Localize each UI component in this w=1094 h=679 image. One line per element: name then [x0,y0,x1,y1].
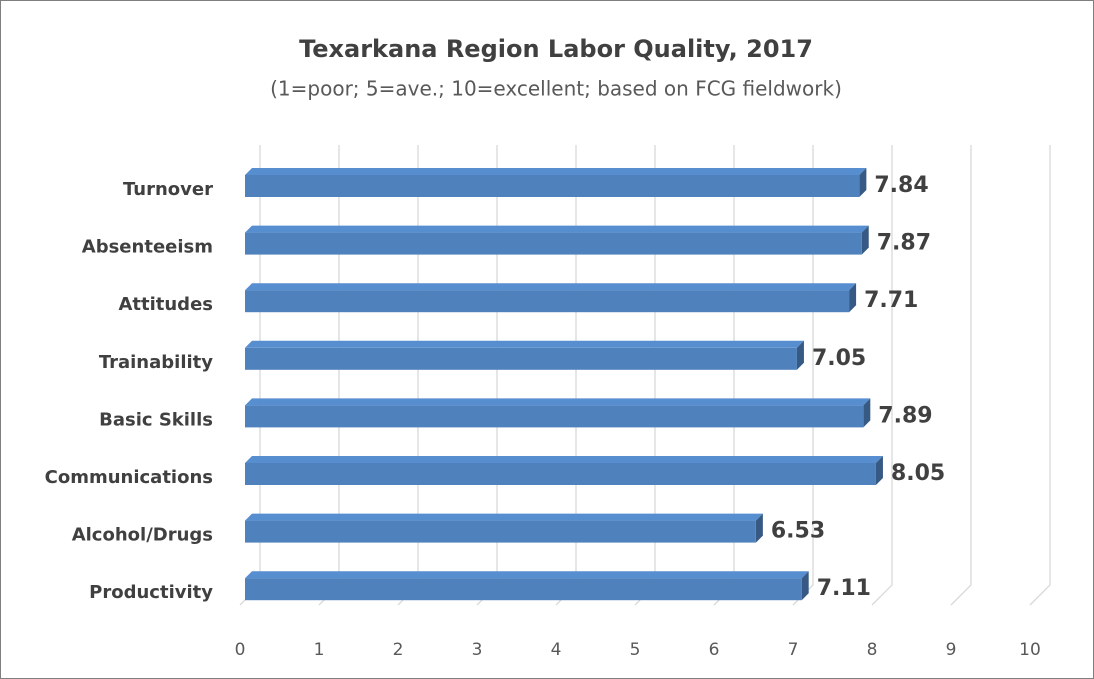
bar-face [245,168,867,175]
x-tick-label: 10 [1019,640,1041,660]
bar-face [245,175,860,197]
x-tick-label: 3 [472,640,483,660]
bar-face [245,340,804,348]
value-label: 7.05 [812,346,866,371]
bar-face [245,225,869,233]
bar-face [861,225,869,255]
bar-face [796,340,804,370]
bar-face [245,571,809,579]
x-tick-label: 7 [788,640,799,660]
x-tick-label: 0 [235,640,246,660]
grid-line [1029,145,1051,606]
grid-line [871,145,893,606]
bar-face [875,456,883,485]
bar-face [245,398,871,406]
x-tick-label: 1 [314,640,325,660]
value-label: 7.71 [864,288,918,313]
y-tick-label: Attitudes [118,294,213,315]
bar-face [245,520,756,543]
bar [245,513,763,543]
value-label: 6.53 [771,519,825,544]
bar [245,398,871,428]
bar-face [849,283,857,313]
bar-face [245,283,857,291]
chart-subtitle: (1=poor; 5=ave.; 10=excellent; based on … [270,77,842,101]
y-tick-label: Turnover [123,179,213,200]
bar [245,456,883,485]
y-tick-label: Basic Skills [99,409,213,430]
y-tick-label: Absenteeism [82,237,213,258]
bar-face [859,168,867,197]
bar-face [245,405,864,428]
value-label: 7.89 [878,403,932,428]
x-tick-label: 4 [551,640,562,660]
value-label: 7.87 [877,231,931,256]
bar-face [801,571,809,601]
chart-title: Texarkana Region Labor Quality, 2017 [299,35,813,63]
bar-face [245,578,802,601]
bar-face [755,513,763,543]
x-tick-label: 2 [393,640,404,660]
bar-face [245,290,850,313]
value-label: 8.05 [891,461,945,486]
bar [245,225,869,255]
bar-face [245,513,763,521]
bar [245,168,867,197]
bar [245,283,857,313]
value-label: 7.84 [874,173,928,198]
bar-face [245,463,876,485]
y-tick-label: Productivity [89,582,213,603]
bar [245,340,804,370]
value-label: 7.11 [817,576,871,601]
grid-line [950,145,972,606]
bar [245,571,809,601]
bar-face [245,456,883,463]
x-tick-label: 5 [630,640,641,660]
bar-face [245,347,797,370]
y-tick-label: Communications [45,467,213,488]
x-tick-label: 6 [709,640,720,660]
y-tick-label: Trainability [99,352,213,373]
y-tick-label: Alcohol/Drugs [72,525,213,546]
x-tick-label: 9 [946,640,957,660]
bar-face [863,398,871,428]
bar-face [245,232,862,255]
x-tick-label: 8 [867,640,878,660]
